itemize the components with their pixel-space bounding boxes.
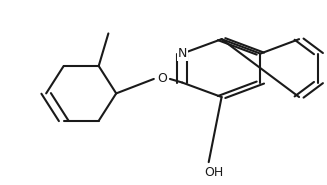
Text: N: N [178,47,187,60]
Text: O: O [157,73,167,85]
Text: OH: OH [204,166,223,179]
